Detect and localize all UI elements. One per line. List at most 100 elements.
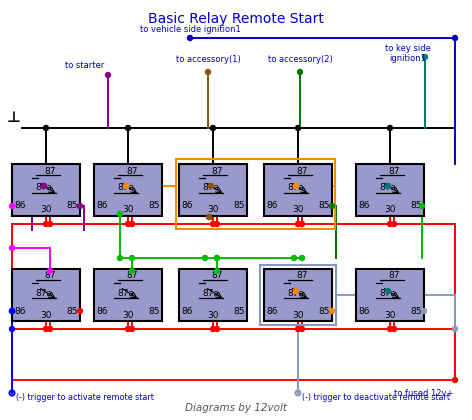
Text: 87: 87 [388,271,400,281]
Bar [12,269,80,321]
Text: to fused 12v+: to fused 12v+ [394,388,453,397]
Text: Diagrams by 12volt: Diagrams by 12volt [185,403,287,413]
Text: to accessory(1): to accessory(1) [176,55,240,65]
Text: 87: 87 [388,166,400,176]
Circle shape [43,221,49,226]
Bar [12,164,80,216]
Circle shape [422,55,428,60]
Text: 87a: 87a [118,184,135,192]
Circle shape [453,378,457,383]
Text: 87a: 87a [379,289,396,297]
Bar [356,164,424,216]
Text: 30: 30 [292,205,304,215]
Circle shape [9,309,15,313]
Text: 86: 86 [14,307,26,315]
Circle shape [48,326,52,331]
Circle shape [391,221,396,226]
Text: 85: 85 [318,307,330,315]
Text: 85: 85 [318,202,330,210]
Circle shape [421,309,427,313]
Text: 87a: 87a [287,184,304,192]
Circle shape [126,126,130,131]
Bar [356,269,424,321]
Circle shape [129,326,135,331]
Text: 87: 87 [126,166,138,176]
Circle shape [211,221,216,226]
Text: 30: 30 [292,310,304,320]
Circle shape [187,36,193,40]
Text: 85: 85 [410,202,422,210]
Circle shape [77,309,83,313]
Text: 87a: 87a [202,184,219,192]
Circle shape [211,326,216,331]
Circle shape [42,184,47,189]
Text: 86: 86 [358,307,370,315]
Text: 85: 85 [148,202,160,210]
Circle shape [129,221,135,226]
Text: 87: 87 [211,166,223,176]
Circle shape [214,268,219,273]
Circle shape [9,309,15,313]
Circle shape [295,326,301,331]
Circle shape [9,326,15,331]
Circle shape [129,268,135,273]
Circle shape [207,215,211,220]
Circle shape [300,221,304,226]
Text: 30: 30 [384,310,396,320]
Text: 85: 85 [148,307,160,315]
Text: 87a: 87a [202,289,219,297]
Text: 86: 86 [14,202,26,210]
Circle shape [300,326,304,331]
Circle shape [292,255,296,260]
Circle shape [118,255,123,260]
Circle shape [386,289,390,294]
Circle shape [214,326,219,331]
Text: 85: 85 [66,307,78,315]
Circle shape [388,326,393,331]
Circle shape [329,204,335,208]
Circle shape [297,69,303,74]
Circle shape [388,126,393,131]
Text: 86: 86 [266,202,278,210]
Bar [264,269,332,321]
Text: 87a: 87a [35,184,52,192]
Text: 87a: 87a [118,289,135,297]
Text: 87: 87 [211,271,223,281]
Text: 85: 85 [410,307,422,315]
Text: to vehicle side ignition1: to vehicle side ignition1 [140,26,240,34]
Text: 30: 30 [40,310,52,320]
Text: (-) trigger to activate remote start: (-) trigger to activate remote start [16,393,154,402]
Text: to key side
ignition1: to key side ignition1 [385,44,431,63]
Text: 87: 87 [44,166,56,176]
Bar [176,159,335,229]
Text: ⊥: ⊥ [7,110,21,126]
Text: (-) trigger to deactivate remote start: (-) trigger to deactivate remote start [302,393,450,402]
Circle shape [391,326,396,331]
Circle shape [294,184,298,189]
Text: 87a: 87a [287,289,304,297]
Circle shape [43,126,49,131]
Circle shape [126,221,130,226]
Circle shape [295,221,301,226]
Circle shape [106,73,110,78]
Circle shape [214,221,219,226]
Bar [179,269,247,321]
Text: 85: 85 [233,202,245,210]
Text: 87: 87 [44,271,56,281]
Circle shape [386,184,390,189]
Circle shape [453,36,457,40]
Text: 85: 85 [233,307,245,315]
Text: to starter: to starter [66,60,105,69]
Circle shape [209,184,213,189]
Text: 87a: 87a [379,184,396,192]
Text: 30: 30 [122,205,134,215]
Text: 30: 30 [207,310,219,320]
Circle shape [9,246,15,250]
Text: Basic Relay Remote Start: Basic Relay Remote Start [148,12,324,26]
Circle shape [211,126,216,131]
Bar [179,164,247,216]
Circle shape [295,126,301,131]
Circle shape [129,255,135,260]
Circle shape [329,309,335,313]
Text: 86: 86 [96,307,108,315]
